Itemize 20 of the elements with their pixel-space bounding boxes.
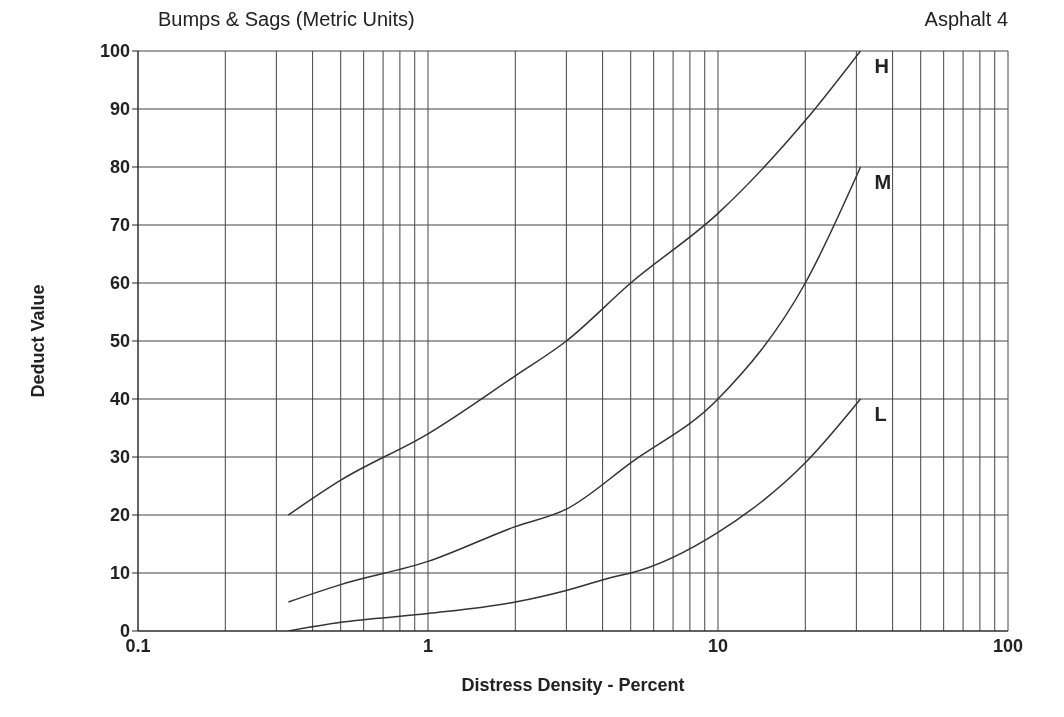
x-tick-label: 1 [422,635,434,656]
series-label: L [874,403,887,425]
y-tick-label: 60 [109,273,130,294]
y-tick-label: 30 [109,447,130,468]
x-axis-title: Distress Density - Percent [461,675,685,695]
series-label: H [874,55,889,77]
chart-subtitle: Asphalt 4 [924,8,1008,31]
y-tick-label: 90 [109,99,130,120]
series-label: M [874,171,892,193]
y-axis-title: Deduct Value [28,284,49,398]
chart-title: Bumps & Sags (Metric Units) [158,8,415,31]
x-tick-label: 10 [707,635,729,656]
y-tick-label: 40 [109,389,130,410]
y-tick-label: 20 [109,505,130,526]
y-tick-label: 80 [109,157,130,178]
y-tick-label: 50 [109,331,130,352]
y-tick-label: 100 [99,41,130,62]
y-tick-label: 10 [109,563,130,584]
x-tick-label: 100 [992,635,1024,656]
y-tick-label: 70 [109,215,130,236]
